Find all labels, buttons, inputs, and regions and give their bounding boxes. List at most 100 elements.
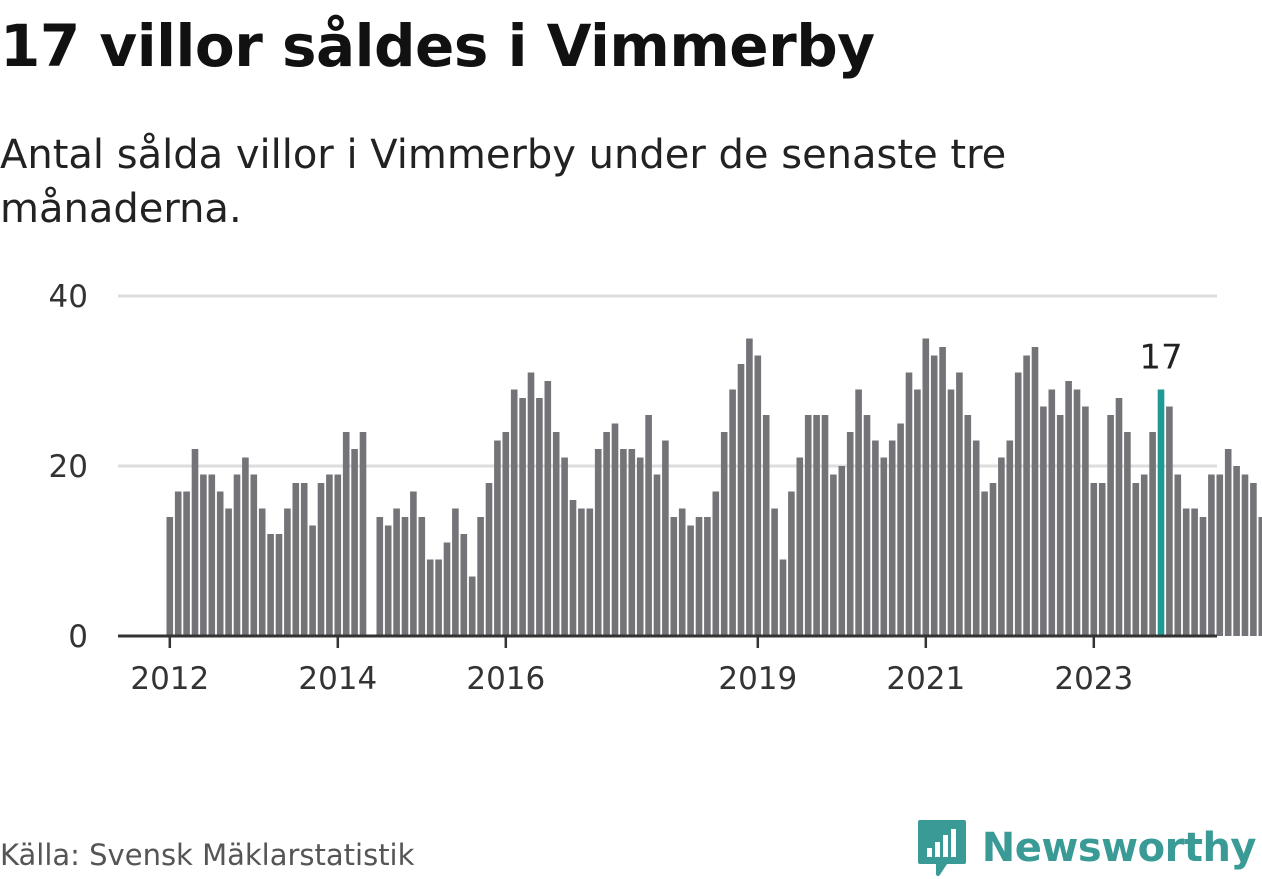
bar [1216,474,1224,636]
bar [1241,474,1249,636]
bar [410,491,417,636]
bar [620,449,627,636]
bar [317,483,325,636]
bar [762,415,770,636]
bar [796,457,804,636]
bar [813,415,820,636]
bar [578,508,585,636]
bar [326,474,333,636]
x-tick-label: 2021 [886,661,965,697]
bar [519,398,526,636]
bar [1048,389,1056,636]
bar [821,415,829,636]
x-tick-label: 2016 [466,661,545,697]
bar [897,423,904,636]
bar [544,381,552,636]
y-tick-label: 40 [49,279,88,315]
bar-chart-badge-icon [917,820,966,876]
axes [118,634,1217,648]
bar [477,517,484,636]
bar [863,415,871,636]
source-note: Källa: Svensk Mäklarstatistik [0,838,415,872]
bar [972,440,980,636]
latest-value-label: 17 [1139,338,1182,378]
bar [880,457,888,636]
bar [939,347,946,636]
bar [208,474,216,636]
bar [1191,508,1198,636]
bar [174,491,182,636]
bar [300,483,308,636]
bar [729,389,736,636]
bar [704,517,711,636]
y-tick-label: 20 [49,449,88,485]
bar [258,508,266,636]
bar [687,525,694,636]
bar [216,491,224,636]
bar [1056,415,1064,636]
bar [586,508,594,636]
bar [510,389,518,636]
bar [1023,355,1030,636]
bar [653,474,661,636]
bar [930,355,938,636]
bar [720,432,728,636]
bar [183,491,190,636]
bar [888,440,896,636]
bar [1014,372,1022,636]
bar [401,517,409,636]
bar [1132,483,1140,636]
bar [452,508,459,636]
brand-name: Newsworthy [981,825,1257,871]
bar [443,542,451,636]
bar [594,449,602,636]
x-tick-label: 2012 [130,661,209,697]
labels: 0 20 40 2012 2014 2016 2019 2021 2023 17 [49,279,1187,697]
bar [695,517,703,636]
bar [494,440,501,636]
bar [284,508,291,636]
bar [662,440,669,636]
bar [275,534,283,636]
bar [838,466,846,636]
bar [1174,474,1182,636]
bar [191,449,199,636]
bar-latest [1157,389,1165,636]
bar [166,517,174,636]
bar [468,576,476,636]
chart-subtitle: Antal sålda villor i Vimmerby under de s… [0,132,1007,232]
bar [1149,432,1156,636]
bar-chart: 0 20 40 2012 2014 2016 2019 2021 2023 17 [49,279,1262,697]
bar [603,432,610,636]
x-tick-label: 2019 [718,661,797,697]
bar [804,415,812,636]
newsworthy-logo[interactable]: Newsworthy [916,818,1257,878]
bar [267,534,274,636]
bar [1124,432,1131,636]
bar [1065,381,1072,636]
bar [1115,398,1123,636]
chart-title: 17 villor såldes i Vimmerby [0,12,875,80]
y-tick-label: 0 [68,619,88,655]
bar [956,372,963,636]
bar [561,457,568,636]
bar [1258,517,1262,636]
bar [872,440,879,636]
bar [1233,466,1240,636]
bar [342,432,350,636]
bar [527,372,535,636]
bar [309,525,316,636]
bar [678,508,686,636]
bar [359,432,367,636]
bar [1199,517,1207,636]
bar [418,517,426,636]
bar [947,389,955,636]
bar [636,457,644,636]
bar [914,389,921,636]
bar [1107,415,1114,636]
bar [754,355,762,636]
bar [746,338,753,636]
bar [1140,474,1148,636]
bar [233,474,241,636]
bar [670,517,678,636]
